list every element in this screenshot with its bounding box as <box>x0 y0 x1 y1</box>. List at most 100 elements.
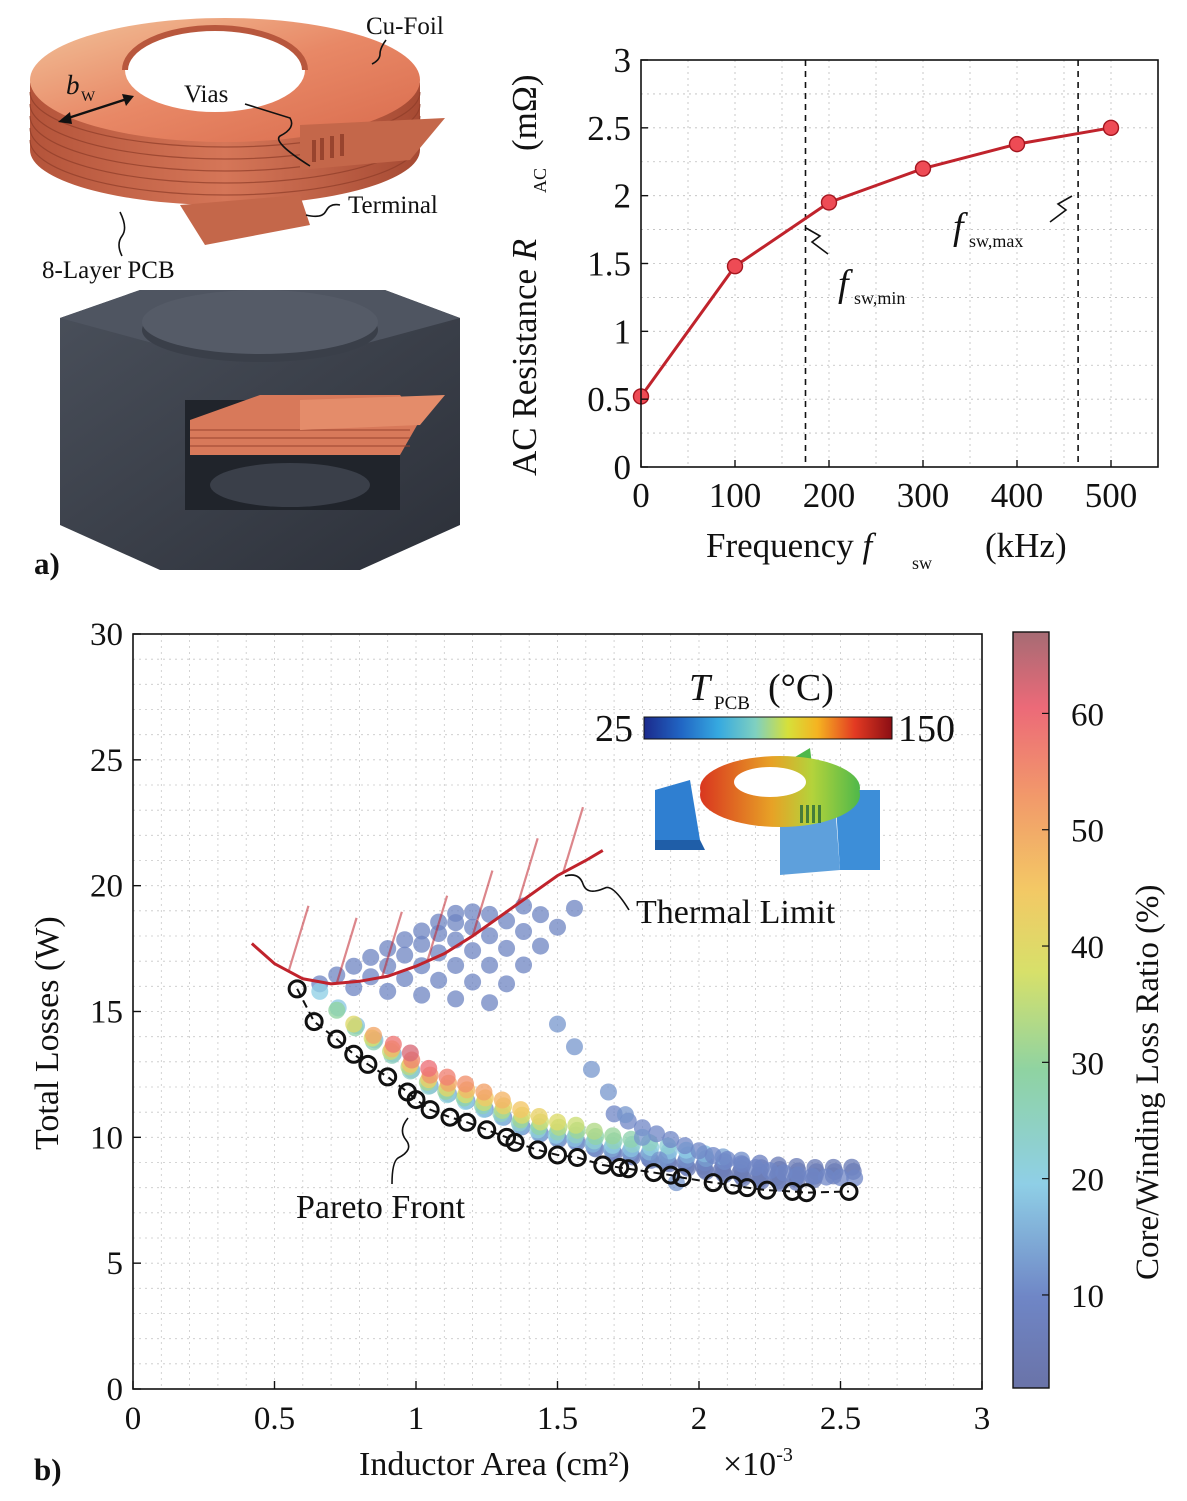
thermal-inset: T PCB (°C) 25 150 <box>595 667 955 875</box>
bw-dimension-arrow <box>61 96 131 122</box>
design-space-scatter <box>311 897 864 1192</box>
pareto-point <box>610 1158 630 1178</box>
design-point <box>512 1101 530 1119</box>
thermal-limit-curve <box>250 806 604 986</box>
design-point <box>481 905 499 923</box>
design-point <box>362 948 380 966</box>
y-tick-label: 10 <box>90 1120 123 1156</box>
y-tick-label: 0.5 <box>587 380 631 419</box>
design-point <box>599 1083 617 1101</box>
pareto-point <box>505 1132 525 1152</box>
chart-b-ylabel: Total Losses (W) <box>29 916 66 1150</box>
pareto-point <box>457 1112 477 1132</box>
design-point <box>532 937 550 955</box>
thermal-limit-hatch <box>335 917 358 984</box>
design-point <box>396 970 414 988</box>
y-tick-label: 0 <box>614 448 632 487</box>
design-point <box>447 990 465 1008</box>
pareto-point <box>672 1168 692 1188</box>
r-ac-line <box>639 126 1112 398</box>
design-point <box>585 1122 603 1140</box>
svg-text:(mΩ): (mΩ) <box>505 74 544 151</box>
x-tick-label: 2.5 <box>820 1401 861 1437</box>
thermal-limit-hatch <box>380 911 403 978</box>
design-point <box>789 1166 807 1184</box>
thermal-limit-hatch <box>562 806 585 873</box>
thermal-scale-min: 25 <box>595 708 633 750</box>
svg-text:AC: AC <box>530 168 550 193</box>
x-tick-label: 1 <box>408 1401 425 1437</box>
design-point <box>413 986 431 1004</box>
chart-a-xlabel: Frequency f <box>706 526 876 565</box>
r-ac-point <box>1008 135 1026 153</box>
design-point <box>704 1147 722 1165</box>
design-point <box>648 1125 666 1143</box>
design-point <box>345 1015 363 1033</box>
y-tick-label: 2.5 <box>587 109 631 148</box>
design-point <box>498 975 516 993</box>
pareto-point <box>358 1054 378 1074</box>
design-point <box>328 1001 346 1019</box>
colorbar-label: Core/Winding Loss Ratio (%) <box>1130 884 1166 1280</box>
r-ac-point <box>914 160 932 177</box>
x-tick-label: 1.5 <box>537 1401 578 1437</box>
design-point <box>775 1164 793 1182</box>
design-point <box>481 956 499 974</box>
x-tick-label: 0 <box>125 1401 142 1437</box>
pareto-point <box>567 1147 587 1167</box>
design-point <box>493 1091 511 1109</box>
pareto-point <box>528 1140 548 1160</box>
colorbar-tick-label: 40 <box>1071 930 1104 966</box>
design-point <box>567 1116 585 1134</box>
x-tick-label: 400 <box>991 476 1044 515</box>
thermal-limit-hatch <box>516 838 539 905</box>
x-tick-label: 0.5 <box>254 1401 295 1437</box>
design-point <box>420 1059 438 1077</box>
design-point <box>565 899 583 917</box>
colorbar-tick-label: 10 <box>1071 1279 1104 1315</box>
loss-ratio-colorbar: 10 20 30 40 50 60 Core/Winding Loss Ratio (%) <box>1012 631 1166 1389</box>
pareto-point <box>839 1181 859 1201</box>
design-point <box>690 1142 708 1160</box>
label-cu-foil: Cu-Foil <box>366 13 444 40</box>
x-tick-label: 0 <box>632 476 650 515</box>
thermal-limit-line <box>250 849 604 986</box>
thermal-scale-max: 150 <box>898 708 955 750</box>
design-point <box>464 942 482 960</box>
thermal-limit-hatch <box>426 895 449 962</box>
design-point <box>311 982 329 1000</box>
design-point <box>530 1108 548 1126</box>
ac-resistance-ticks: 0 100 200 300 400 500 0 0.5 1 1.5 2 2.5 3 <box>587 41 1137 515</box>
design-point <box>549 1015 566 1033</box>
pareto-point <box>440 1107 460 1127</box>
svg-text:AC Resistance R: AC Resistance R <box>505 239 544 476</box>
x-tick-label: 200 <box>803 476 856 515</box>
design-point <box>747 1159 765 1177</box>
chart-a-xlabel-sub: sw <box>912 553 932 573</box>
pareto-point <box>661 1165 681 1185</box>
fsw-min-label-sub: sw,min <box>854 288 905 308</box>
core-assembly-illustration <box>60 290 460 570</box>
design-point <box>475 1083 493 1101</box>
x-tick-label: 300 <box>897 476 950 515</box>
thermal-inset-title-sub: PCB <box>714 693 750 714</box>
pareto-point <box>618 1159 638 1179</box>
design-point <box>447 956 465 974</box>
pareto-grid <box>133 634 982 1389</box>
thermal-limit-hatch <box>287 905 310 972</box>
design-point <box>384 1035 402 1053</box>
design-point <box>803 1168 821 1186</box>
y-tick-label: 15 <box>90 995 123 1031</box>
design-point <box>447 914 465 932</box>
pareto-point <box>797 1183 817 1203</box>
design-point <box>413 922 431 940</box>
design-point <box>817 1168 835 1186</box>
chart-b-xlabel: Inductor Area (cm²) <box>359 1446 630 1483</box>
design-point <box>457 1075 475 1093</box>
x-exponent: ×10-3 <box>723 1444 793 1483</box>
pareto-point <box>757 1180 777 1200</box>
pareto-point <box>287 979 307 999</box>
